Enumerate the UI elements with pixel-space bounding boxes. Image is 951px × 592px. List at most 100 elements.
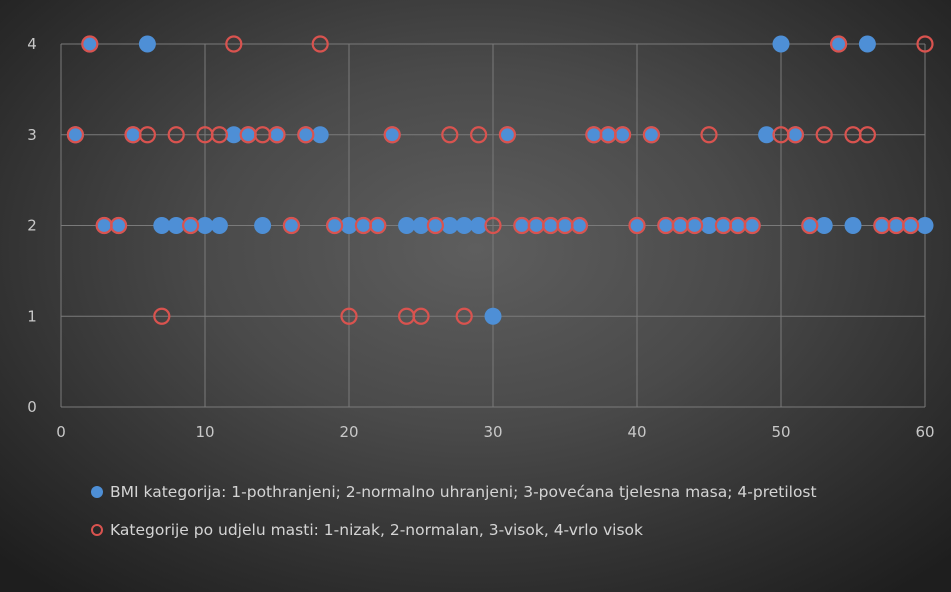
bmi-point-11 [225, 126, 243, 144]
bmi-point-58 [902, 217, 920, 234]
bmi-point-46 [729, 217, 747, 234]
bmi-point-21 [369, 217, 387, 234]
fat-point-43 [685, 216, 704, 235]
bmi-point-25 [426, 217, 444, 234]
bmi-point-8 [182, 217, 200, 234]
bmi-point-38 [614, 126, 632, 144]
fat-point-8 [182, 216, 200, 235]
bmi-point-37 [599, 126, 617, 144]
bmi-point-3 [110, 217, 128, 234]
x-tick-label-2: 20 [339, 423, 358, 441]
x-tick-label-1: 10 [195, 423, 214, 441]
fat-point-54 [858, 126, 877, 144]
bmi-point-1 [81, 35, 99, 53]
bmi-point-18 [326, 217, 344, 234]
fat-point-16 [297, 126, 315, 144]
bmi-point-16 [297, 126, 315, 144]
bmi-point-54 [844, 217, 862, 234]
bmi-point-34 [556, 217, 574, 234]
fat-point-24 [412, 307, 430, 325]
bmi-point-13 [254, 217, 272, 234]
y-axis-ticks: 0 1 2 3 4 [27, 35, 37, 416]
bmi-point-41 [657, 217, 675, 234]
x-tick-label-6: 60 [915, 423, 934, 441]
legend-label-fat: Kategorije po udjelu masti: 1-nizak, 2-n… [110, 521, 644, 539]
bmi-point-50 [786, 126, 804, 144]
bmi-point-56 [873, 217, 891, 234]
bmi-point-42 [671, 217, 689, 234]
fat-point-19 [340, 307, 358, 325]
bmi-point-31 [513, 217, 531, 234]
bmi-point-28 [470, 217, 488, 234]
bmi-point-48 [758, 126, 776, 144]
bmi-point-57 [887, 217, 905, 234]
bmi-point-35 [570, 217, 588, 234]
fat-point-17 [311, 35, 329, 53]
bmi-point-29 [484, 307, 502, 325]
bmi-point-12 [239, 126, 257, 144]
bmi-point-22 [383, 126, 401, 144]
fat-point-50 [801, 216, 819, 235]
data-points [66, 35, 934, 325]
fat-point-44 [700, 126, 718, 144]
fat-point-38 [613, 126, 632, 144]
legend-entry-bmi: BMI kategorija: 1-pothranjeni; 2-normaln… [90, 480, 930, 504]
bmi-point-44 [700, 217, 718, 234]
bmi-point-19 [340, 217, 358, 234]
y-tick-label-0: 0 [27, 398, 37, 416]
y-tick-label-2: 2 [27, 217, 37, 235]
bmi-point-15 [282, 217, 300, 234]
fat-point-58 [916, 35, 934, 53]
fat-point-26 [441, 126, 459, 144]
legend-label-bmi: BMI kategorija: 1-pothranjeni; 2-normaln… [110, 483, 817, 501]
scatter-chart: 0 10 20 30 40 50 60 0 1 2 3 4 [27, 35, 934, 441]
bmi-point-55 [858, 35, 876, 53]
y-tick-label-1: 1 [27, 307, 37, 325]
x-tick-label-5: 50 [771, 423, 790, 441]
fat-point-0 [66, 126, 85, 144]
fat-point-47 [743, 216, 761, 235]
bmi-point-43 [686, 217, 704, 234]
bmi-point-17 [311, 126, 329, 144]
legend: BMI kategorija: 1-pothranjeni; 2-normaln… [90, 480, 930, 556]
x-axis-ticks: 0 10 20 30 40 50 60 [56, 423, 934, 441]
bmi-point-49 [772, 35, 790, 53]
fat-point-7 [167, 126, 185, 144]
bmi-point-20 [354, 217, 372, 234]
bmi-point-4 [124, 126, 142, 144]
fat-point-35 [570, 216, 589, 235]
fat-point-3 [109, 216, 128, 235]
bmi-point-5 [138, 35, 156, 53]
fat-point-5 [138, 126, 156, 144]
fat-point-52 [829, 35, 848, 53]
bmi-point-45 [714, 217, 732, 234]
fat-point-22 [383, 126, 401, 144]
x-tick-label-4: 40 [627, 423, 646, 441]
fat-point-28 [470, 126, 488, 144]
bmi-point-26 [441, 217, 459, 234]
open-circle-icon [90, 518, 106, 542]
bmi-point-6 [153, 217, 171, 234]
fat-point-30 [498, 126, 516, 144]
bmi-point-14 [268, 126, 286, 144]
bmi-point-40 [642, 126, 660, 144]
fat-point-6 [153, 307, 171, 325]
fat-point-14 [268, 126, 286, 144]
fat-point-1 [81, 35, 99, 53]
bmi-point-33 [542, 217, 560, 234]
filled-circle-icon [90, 480, 106, 504]
fat-point-40 [642, 126, 661, 144]
fat-point-10 [210, 126, 228, 144]
bmi-point-24 [412, 217, 430, 234]
bmi-point-9 [196, 217, 214, 234]
legend-entry-fat: Kategorije po udjelu masti: 1-nizak, 2-n… [90, 518, 930, 542]
y-tick-label-4: 4 [27, 35, 37, 53]
bmi-point-52 [815, 217, 833, 234]
bmi-point-59 [916, 217, 934, 234]
bmi-point-2 [95, 217, 113, 234]
fat-point-11 [225, 35, 243, 53]
bmi-point-32 [527, 217, 545, 234]
bmi-point-36 [585, 126, 603, 144]
bmi-point-27 [455, 217, 473, 234]
bmi-point-30 [498, 126, 516, 144]
